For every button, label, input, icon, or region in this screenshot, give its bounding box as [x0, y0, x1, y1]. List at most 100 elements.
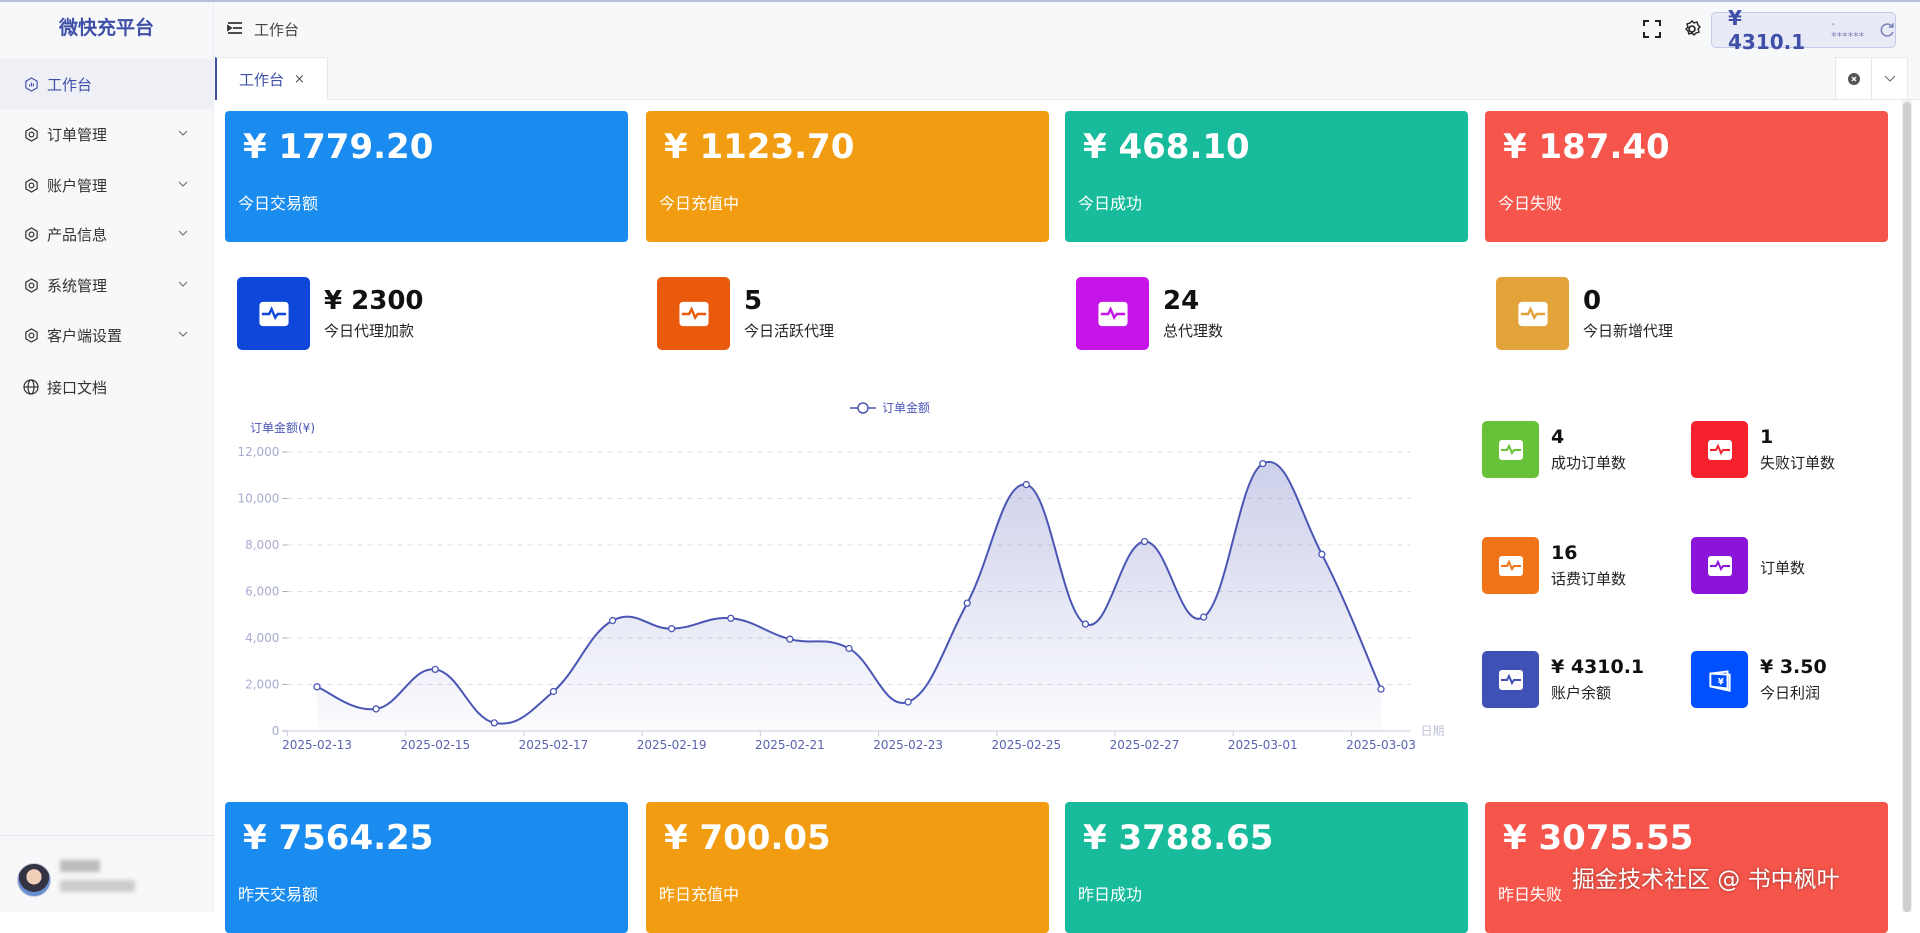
- data-point[interactable]: [608, 616, 617, 625]
- watermark: 掘金技术社区 @ 书中枫叶: [1572, 867, 1840, 893]
- sidebar-item-label: 客户端设置: [47, 326, 123, 345]
- x-tick-label: 2025-03-03: [1346, 738, 1416, 752]
- tab-bar: 工作台 ×: [214, 55, 1920, 100]
- card-value: ¥ 700.05: [664, 818, 831, 858]
- today-summary-card: ¥ 1123.70 今日充值中: [646, 111, 1049, 242]
- stat-label: 总代理数: [1163, 322, 1224, 340]
- data-point[interactable]: [313, 683, 321, 691]
- stat-label: 成功订单数: [1551, 454, 1627, 472]
- stat-label: 今日活跃代理: [744, 322, 835, 340]
- data-point[interactable]: [1259, 459, 1267, 468]
- today-summary-card: ¥ 187.40 今日失败: [1485, 111, 1888, 242]
- y-tick-label: 2,000: [245, 678, 279, 692]
- chevron-down-icon: [178, 281, 188, 287]
- sidebar-item-label: 订单管理: [47, 125, 108, 144]
- stat-label: 话费订单数: [1551, 570, 1627, 588]
- tab-menu-button[interactable]: [1872, 58, 1907, 99]
- stat-value: 0: [1583, 286, 1602, 316]
- stat-value: 24: [1163, 286, 1200, 316]
- data-point[interactable]: [668, 625, 676, 633]
- yesterday-summary-card: ¥ 3788.65 昨日成功: [1065, 802, 1468, 933]
- pulse-icon: [1097, 301, 1128, 326]
- scrollbar-thumb[interactable]: [1903, 102, 1911, 912]
- stat-value: 5: [744, 286, 763, 316]
- hexagon-icon: [23, 226, 39, 242]
- card-value: ¥ 468.10: [1083, 127, 1250, 167]
- tab-controls: [1835, 57, 1908, 100]
- sidebar-item-5[interactable]: 客户端设置: [0, 310, 214, 360]
- x-tick-label: 2025-02-19: [637, 738, 707, 752]
- card-value: ¥ 3788.65: [1083, 818, 1274, 858]
- card-label: 今日成功: [1078, 194, 1143, 213]
- tab-workbench[interactable]: 工作台 ×: [215, 57, 328, 100]
- today-summary-card: ¥ 468.10 今日成功: [1065, 111, 1468, 242]
- data-point[interactable]: [904, 698, 912, 706]
- card-label: 昨天交易额: [238, 885, 319, 904]
- order-stat: ¥ ¥ 3.50 今日利润: [1691, 651, 1827, 708]
- balance-button[interactable]: ¥ 4310.1 - ******: [1711, 6, 1896, 54]
- scrollbar[interactable]: [1902, 100, 1912, 912]
- y-tick-label: 10,000: [237, 492, 279, 506]
- gear-icon[interactable]: [1682, 19, 1702, 39]
- agent-stat: 24 总代理数: [1076, 277, 1223, 350]
- card-label: 今日交易额: [238, 194, 319, 213]
- agent-stat: ¥ 2300 今日代理加款: [237, 277, 424, 350]
- sidebar-item-label: 工作台: [47, 75, 93, 94]
- sidebar-item-6[interactable]: 接口文档: [0, 362, 214, 412]
- card-label: 昨日充值中: [659, 885, 740, 904]
- y-tick-label: 12,000: [237, 445, 279, 459]
- pulse-icon: [1517, 301, 1548, 326]
- app-logo: 微快充平台: [58, 17, 154, 39]
- data-point[interactable]: [1200, 613, 1208, 621]
- data-point[interactable]: [1081, 620, 1090, 628]
- stat-value: ¥ 3.50: [1760, 656, 1827, 678]
- fullscreen-icon[interactable]: [1642, 19, 1662, 39]
- data-point[interactable]: [963, 599, 971, 607]
- legend-label[interactable]: 订单金额: [882, 400, 930, 415]
- legend-marker: [857, 402, 869, 414]
- refresh-icon[interactable]: [1879, 22, 1895, 38]
- agent-stat: 0 今日新增代理: [1496, 277, 1673, 350]
- close-icon[interactable]: ×: [294, 71, 305, 87]
- data-point[interactable]: [845, 644, 853, 653]
- data-point[interactable]: [1377, 685, 1385, 693]
- sidebar-item-1[interactable]: 订单管理: [0, 109, 214, 159]
- close-all-tabs-button[interactable]: [1836, 58, 1872, 99]
- order-stat: 16 话费订单数: [1482, 537, 1626, 594]
- data-point[interactable]: [1318, 550, 1326, 558]
- user-role-blurred: [60, 880, 135, 892]
- chevron-down-icon: [1884, 75, 1895, 82]
- hexagon-icon: [23, 126, 39, 142]
- wallet-icon: ¥: [1708, 669, 1731, 692]
- order-stat: 1 失败订单数: [1691, 421, 1835, 478]
- close-circle-icon: [1847, 72, 1860, 85]
- order-stat: 4 成功订单数: [1482, 421, 1626, 478]
- pulse-icon: [1707, 555, 1732, 576]
- data-point[interactable]: [1140, 537, 1149, 546]
- balance-amount: ¥ 4310.1: [1728, 6, 1806, 54]
- stat-value: 16: [1551, 542, 1578, 564]
- data-point[interactable]: [786, 635, 794, 643]
- data-point[interactable]: [431, 665, 439, 674]
- avatar[interactable]: [17, 863, 51, 897]
- globe-icon: [23, 379, 39, 395]
- sidebar-item-3[interactable]: 产品信息: [0, 209, 214, 259]
- sidebar-item-4[interactable]: 系统管理: [0, 260, 214, 310]
- y-tick-label: 8,000: [245, 538, 279, 552]
- sidebar-item-0[interactable]: 工作台: [0, 59, 214, 109]
- hexagon-icon: [23, 327, 39, 343]
- data-point[interactable]: [727, 614, 735, 622]
- data-point[interactable]: [490, 719, 498, 727]
- data-point[interactable]: [372, 705, 380, 713]
- y-tick-label: 4,000: [245, 631, 279, 645]
- sidebar-item-2[interactable]: 账户管理: [0, 160, 214, 210]
- data-point[interactable]: [1022, 480, 1030, 489]
- x-tick-label: 2025-02-13: [282, 738, 352, 752]
- user-name-blurred: [60, 860, 100, 872]
- y-tick-label: 0: [272, 724, 280, 738]
- x-axis-label: 日期: [1421, 724, 1445, 738]
- pulse-icon: [1498, 555, 1523, 576]
- data-point[interactable]: [549, 687, 558, 696]
- sidebar: 微快充平台 工作台订单管理账户管理 产品信息 系统管理客户端设置接口文档: [0, 2, 214, 912]
- menu-fold-icon[interactable]: [227, 21, 243, 35]
